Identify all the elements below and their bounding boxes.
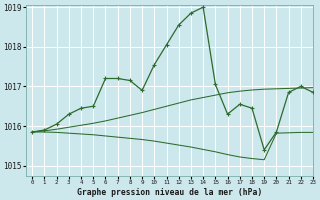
X-axis label: Graphe pression niveau de la mer (hPa): Graphe pression niveau de la mer (hPa) [77,188,262,197]
